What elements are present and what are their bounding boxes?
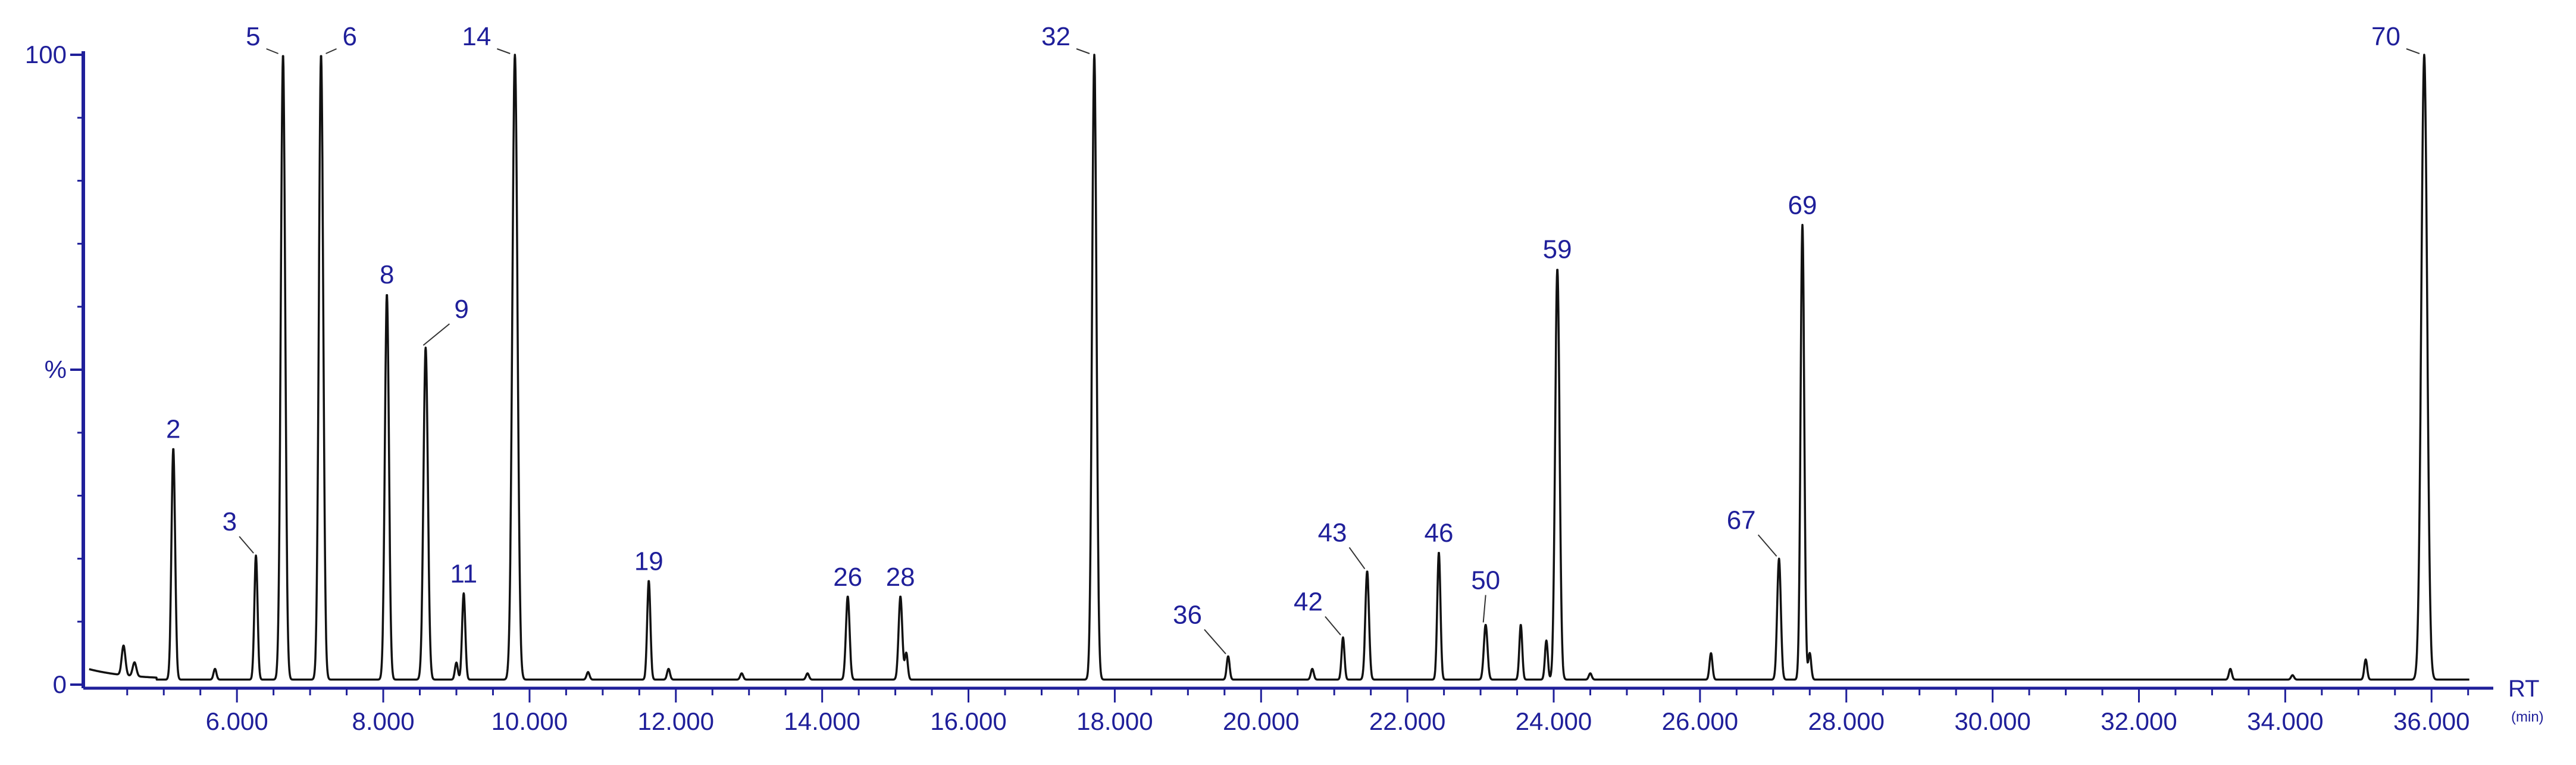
y-tick-label: 0 <box>53 670 67 698</box>
peak-leader-line <box>1757 534 1777 557</box>
peak-label-70: 70 <box>2371 22 2400 51</box>
peak-leader-line <box>422 323 450 346</box>
peak-label-6: 6 <box>343 22 357 51</box>
x-tick-label: 32.000 <box>2101 707 2177 735</box>
peak-label-50: 50 <box>1471 566 1500 595</box>
peak-label-67: 67 <box>1727 505 1756 535</box>
x-tick-label: 16.000 <box>930 707 1006 735</box>
x-tick-label: 10.000 <box>492 707 568 735</box>
x-tick-label: 12.000 <box>638 707 714 735</box>
peak-label-3: 3 <box>223 507 237 536</box>
peak-label-19: 19 <box>634 547 663 576</box>
peak-label-11: 11 <box>450 560 477 589</box>
x-tick-label: 20.000 <box>1223 707 1299 735</box>
peak-leader-line <box>266 48 278 54</box>
peak-label-46: 46 <box>1425 519 1454 548</box>
peak-label-2: 2 <box>166 414 180 444</box>
peak-label-14: 14 <box>462 22 491 51</box>
peak-leader-line <box>1325 616 1341 636</box>
x-tick-label: 14.000 <box>784 707 860 735</box>
peak-label-43: 43 <box>1318 519 1347 548</box>
y-tick-label: % <box>45 355 67 383</box>
chromatogram-trace <box>88 54 2470 681</box>
chromatogram-trace-group <box>88 54 2470 681</box>
x-tick-label: 34.000 <box>2247 707 2323 735</box>
y-axis-ticks: 0% 100 <box>25 40 83 698</box>
x-tick-label: 6.000 <box>206 707 268 735</box>
peak-labels: 2 3 5 6 8 9 11 14 19 26 28 32 36 42 43 46 50 59 67 69 70 <box>166 22 2420 655</box>
x-tick-label: 26.000 <box>1662 707 1738 735</box>
peak-leader-line <box>2406 48 2420 54</box>
peak-label-28: 28 <box>886 563 915 592</box>
peak-leader-line <box>1348 547 1366 570</box>
x-tick-label: 24.000 <box>1516 707 1592 735</box>
x-tick-label: 22.000 <box>1369 707 1445 735</box>
x-tick-label: 30.000 <box>1954 707 2030 735</box>
x-tick-label: 36.000 <box>2393 707 2469 735</box>
peak-leader-line <box>1204 629 1226 655</box>
peak-leader-line <box>1482 595 1486 623</box>
peak-leader-line <box>239 536 254 554</box>
peak-label-8: 8 <box>380 260 394 289</box>
x-axis-unit: (min) <box>2511 709 2544 725</box>
peak-label-42: 42 <box>1294 588 1323 617</box>
x-tick-label: 28.000 <box>1808 707 1885 735</box>
peak-leader-line <box>1076 48 1090 54</box>
x-axis-title: RT <box>2508 676 2540 702</box>
axes <box>82 51 2493 690</box>
peak-label-59: 59 <box>1543 235 1572 264</box>
x-tick-label: 18.000 <box>1076 707 1153 735</box>
peak-label-5: 5 <box>246 22 260 51</box>
peak-leader-line <box>496 48 511 54</box>
y-tick-label: 100 <box>25 40 67 68</box>
peak-label-26: 26 <box>833 563 862 592</box>
peak-label-69: 69 <box>1788 191 1817 220</box>
peak-label-36: 36 <box>1173 600 1202 629</box>
peak-label-9: 9 <box>454 295 468 324</box>
peak-label-32: 32 <box>1041 22 1071 51</box>
peak-leader-line <box>325 48 337 54</box>
x-axis-ticks: 6.000 8.000 10.000 12.000 14.000 16.000 18.000… <box>126 688 2469 735</box>
x-tick-label: 8.000 <box>352 707 414 735</box>
